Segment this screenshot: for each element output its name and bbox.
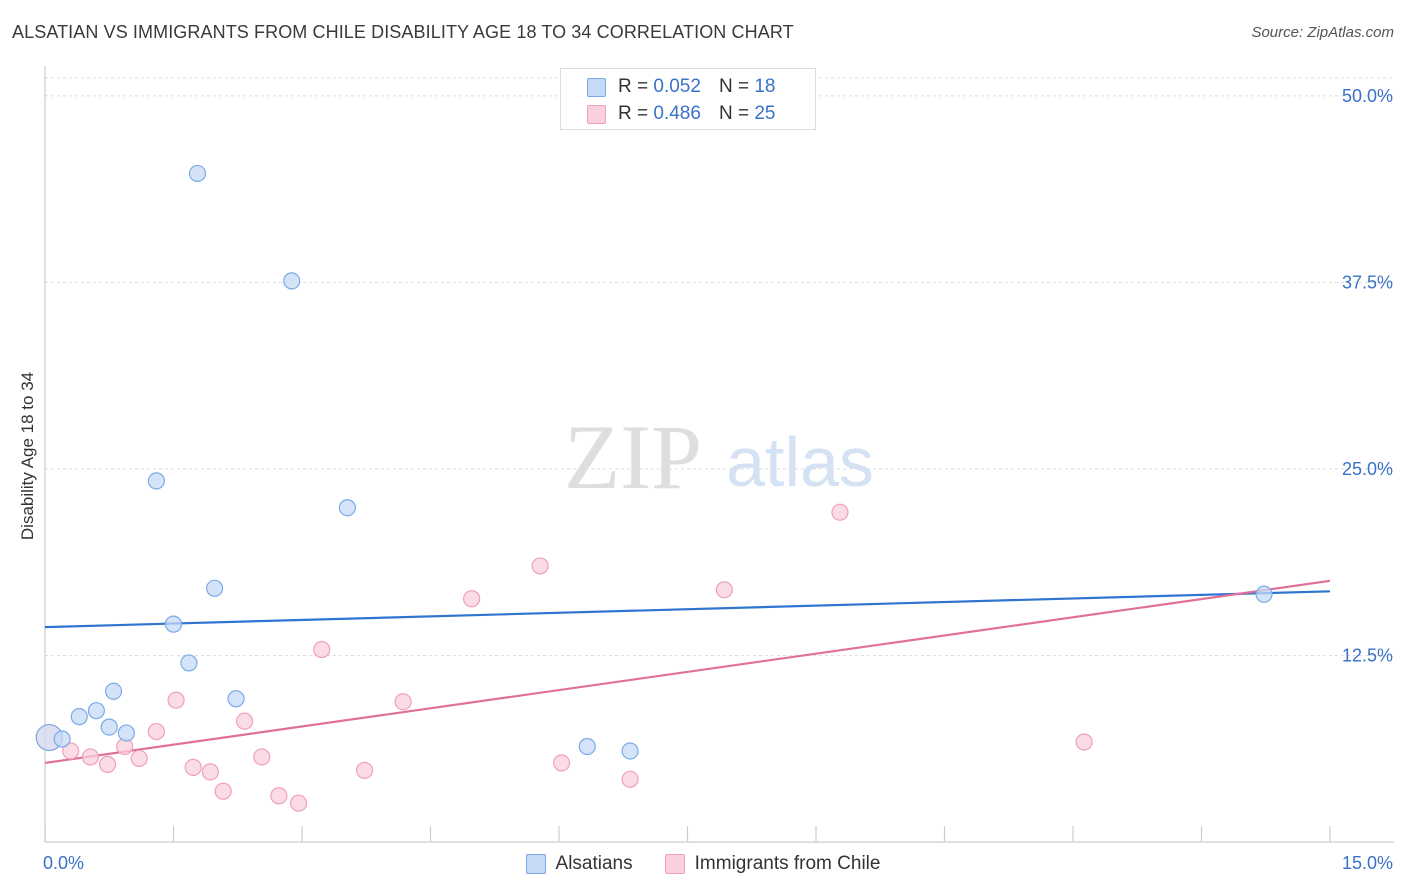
data-point-chile [355,761,374,779]
r-label: R = [618,103,649,124]
data-point-alsatians [188,164,207,183]
trend-line-chile [44,579,1331,764]
data-point-chile [147,722,165,741]
data-point-chile [1075,733,1093,751]
x-tick-label-max: 15.0% [1342,853,1393,873]
data-point-alsatians [104,682,123,700]
legend-label-alsatians: Alsatians [555,853,633,874]
data-point-alsatians [147,472,165,490]
legend-item-alsatians: Alsatians [525,853,633,875]
y-tick-label: 25.0% [1342,459,1393,479]
data-point-chile [201,763,219,781]
data-point-chile [214,782,232,800]
r-value: 0.052 [653,76,701,97]
data-point-alsatians [621,742,639,760]
data-point-chile [313,640,331,659]
data-point-chile [621,770,639,788]
data-point-alsatians [338,499,357,517]
data-point-alsatians [578,737,596,756]
watermark-atlas: atlas [726,423,874,501]
data-point-alsatians [87,702,106,720]
n-value: 25 [754,103,776,124]
data-point-chile [552,754,571,772]
n-label: N = [718,76,750,97]
data-point-alsatians [100,718,118,736]
r-value: 0.486 [653,103,701,124]
data-point-chile [98,755,117,774]
data-point-chile [394,693,412,711]
stats-legend: R = 0.052 N = 18 R = 0.486 N = 25 [560,68,816,130]
tick-labels: 12.5% 25.0% 37.5% 50.0% 0.0% 15.0% [43,86,1393,873]
data-point-alsatians [164,615,183,633]
source-label: Source: ZipAtlas.com [1251,24,1394,41]
grid-lines [45,77,1394,656]
r-label: R = [618,76,649,97]
data-point-alsatians [1255,585,1273,603]
data-point-chile [289,794,308,812]
x-tick-label-min: 0.0% [43,853,84,873]
data-point-chile [81,748,100,766]
legend-swatch-alsatians [525,854,546,874]
data-point-chile [184,758,202,776]
legend-swatch-chile [587,104,606,124]
stats-legend-row-chile: R = 0.486 N = 25 [587,102,775,126]
data-point-chile [715,581,733,599]
data-point-alsatians [70,708,88,726]
trend-line-alsatians [44,590,1331,629]
n-label: N = [718,103,750,124]
data-point-chile [531,557,549,575]
y-tick-label: 50.0% [1342,86,1393,106]
legend-label-chile: Immigrants from Chile [694,853,881,874]
data-point-chile [270,787,288,805]
data-point-alsatians [227,690,245,708]
axes [44,66,1394,843]
data-point-alsatians [117,724,135,742]
trend-lines [44,579,1331,764]
series-legend: Alsatians Immigrants from Chile [0,852,1406,876]
y-tick-label: 12.5% [1342,645,1393,665]
data-point-chile [831,503,849,521]
legend-item-chile: Immigrants from Chile [664,853,881,875]
data-point-alsatians [283,272,301,290]
data-point-chile [253,748,271,766]
data-point-alsatians [53,730,71,748]
chart-title: ALSATIAN VS IMMIGRANTS FROM CHILE DISABI… [12,22,794,42]
data-point-chile [236,712,254,730]
data-point-alsatians [206,579,224,597]
stats-legend-row-alsatians: R = 0.052 N = 18 [587,75,775,99]
y-axis-label: Disability Age 18 to 34 [18,371,37,541]
data-point-chile [167,691,185,709]
watermark-zip: ZIP [564,406,702,508]
n-value: 18 [754,76,776,97]
data-point-chile [130,749,148,768]
data-point-alsatians [180,654,198,672]
data-points [35,164,1273,812]
legend-swatch-chile [664,854,685,874]
data-point-chile [62,742,80,760]
watermark: ZIP atlas [564,406,874,508]
y-tick-label: 37.5% [1342,272,1393,292]
data-point-chile [463,590,481,608]
legend-swatch-alsatians [587,77,606,97]
